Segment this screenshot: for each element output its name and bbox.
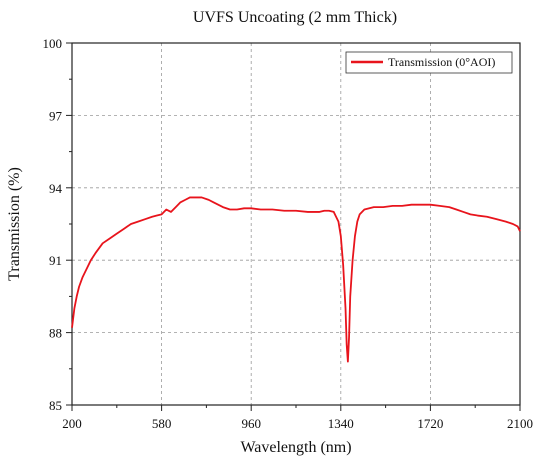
legend-box: [345, 51, 513, 74]
grid: [72, 43, 520, 405]
chart-title: UVFS Uncoating (2 mm Thick): [193, 9, 397, 26]
y-tick-label: 85: [49, 398, 62, 413]
y-tick-label: 100: [43, 36, 63, 51]
plot-frame: [71, 42, 521, 406]
x-tick-label: 200: [62, 416, 82, 431]
y-tick-label: 88: [49, 326, 62, 341]
y-tick-label: 97: [49, 108, 63, 123]
y-axis-label: Transmission (%): [6, 167, 23, 281]
x-tick-label: 580: [152, 416, 172, 431]
y-tick-label: 94: [49, 181, 63, 196]
x-tick-label: 2100: [507, 416, 533, 431]
legend: Transmission (0°AOI): [345, 51, 513, 74]
series-line-transmission: [71, 196, 521, 363]
x-axis: 200 580 960 1340 1720 2100: [62, 405, 533, 431]
y-tick-label: 91: [49, 253, 62, 268]
x-tick-label: 960: [241, 416, 261, 431]
x-tick-label: 1340: [328, 416, 354, 431]
y-axis: 85 88 91 94 97 100: [43, 36, 72, 413]
x-tick-label: 1720: [417, 416, 443, 431]
legend-label: Transmission (0°AOI): [388, 55, 495, 69]
x-axis-label: Wavelength (nm): [240, 439, 351, 456]
